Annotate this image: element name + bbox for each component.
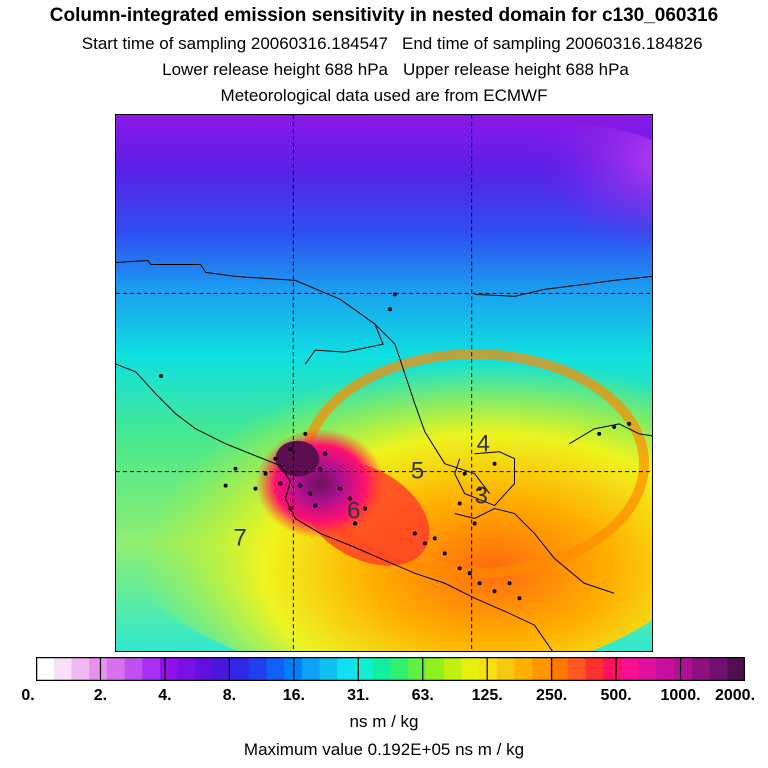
- color-scale-cell: [248, 657, 268, 681]
- colorbar-tick-label: 2.: [93, 687, 108, 704]
- peak-core: [275, 440, 320, 477]
- contour-label-5: 5: [411, 458, 424, 485]
- color-scale-cell: [230, 657, 250, 681]
- color-scale-bar: [36, 657, 745, 681]
- colorbar-tick-label: 500.: [600, 687, 632, 704]
- color-scale-cell: [443, 657, 463, 681]
- color-scale-frame: [36, 657, 745, 681]
- color-scale-cell: [195, 657, 214, 681]
- color-scale-cell: [160, 657, 179, 681]
- upper-purple-patch: [434, 124, 652, 305]
- color-scale-cell: [301, 657, 321, 681]
- plot-title: Column-integrated emission sensitivity i…: [49, 5, 719, 26]
- color-scale-cell: [532, 657, 551, 681]
- release-points: [158, 292, 632, 601]
- color-scale-cell: [709, 657, 728, 681]
- colorbar-tick-label: 125.: [471, 687, 503, 704]
- colorbar-tick-label: 2000.: [714, 687, 756, 704]
- color-scale-cell: [355, 657, 374, 681]
- color-scale-cell: [106, 657, 126, 681]
- colorbar-tick-label: 250.: [536, 687, 568, 704]
- color-scale-cell: [142, 657, 161, 681]
- color-scale-cell: [620, 657, 640, 681]
- color-scale-cell: [603, 657, 622, 681]
- color-scale-cell: [372, 657, 392, 681]
- color-scale-cell: [496, 657, 516, 681]
- color-scale-cell: [550, 657, 569, 681]
- color-scale-cell: [124, 657, 143, 681]
- color-scale-cell: [89, 657, 108, 681]
- color-scale-cell: [479, 657, 498, 681]
- met-data-label: Meteorological data used are from ECMWF: [220, 86, 548, 105]
- color-scale-cell: [408, 657, 427, 681]
- color-scale-cell: [727, 657, 745, 681]
- colorbar-tick-label: 8.: [222, 687, 237, 704]
- emission-sensitivity-map: 4 5 3 6 7: [115, 114, 653, 652]
- color-scale-cell: [656, 657, 675, 681]
- colorbar-tick-label: 16.: [282, 687, 305, 704]
- upper-release-label: Upper release height 688 hPa: [403, 60, 629, 79]
- color-scale-cell: [177, 657, 197, 681]
- color-scale-cell: [213, 657, 232, 681]
- colorbar-tick-label: 63.: [411, 687, 434, 704]
- color-scale-cell: [36, 657, 55, 681]
- color-scale-cell: [266, 657, 285, 681]
- color-scale-cell: [691, 657, 711, 681]
- color-scale-cell: [567, 657, 587, 681]
- colorbar-tick-label: 1000.: [660, 687, 701, 704]
- color-scale-cell: [638, 657, 657, 681]
- color-scale-cell: [425, 657, 445, 681]
- end-time-label: End time of sampling 20060316.184826: [402, 34, 703, 53]
- color-scale-cell: [390, 657, 409, 681]
- colorbar-tick-label: 4.: [158, 687, 172, 704]
- color-scale-cells: [36, 657, 745, 681]
- contour-label-6: 6: [347, 497, 360, 524]
- start-time-label: Start time of sampling 20060316.184547: [81, 34, 388, 53]
- contour-label-3: 3: [475, 483, 488, 510]
- color-scale-cell: [337, 657, 356, 681]
- color-scale-cell: [514, 657, 533, 681]
- color-scale-cell: [585, 657, 604, 681]
- colorbar-tick-label: 0.: [21, 687, 35, 704]
- color-scale-cell: [53, 657, 73, 681]
- color-scale-cell: [71, 657, 90, 681]
- lat-lon-grid: [116, 115, 652, 651]
- contour-label-7: 7: [234, 524, 247, 551]
- color-scale-cell: [674, 657, 693, 681]
- color-scale-cell: [461, 657, 480, 681]
- high-sensitivity-core: [255, 428, 385, 539]
- color-scale-divisions: [99, 657, 682, 681]
- color-scale-cell: [319, 657, 338, 681]
- maximum-value-label: Maximum value 0.192E+05 ns m / kg: [243, 740, 525, 759]
- contour-label-4: 4: [477, 431, 490, 458]
- colorbar-tick-label: 31.: [347, 687, 370, 704]
- lower-release-label: Lower release height 688 hPa: [162, 60, 388, 79]
- colorbar-units: ns m / kg: [349, 712, 419, 731]
